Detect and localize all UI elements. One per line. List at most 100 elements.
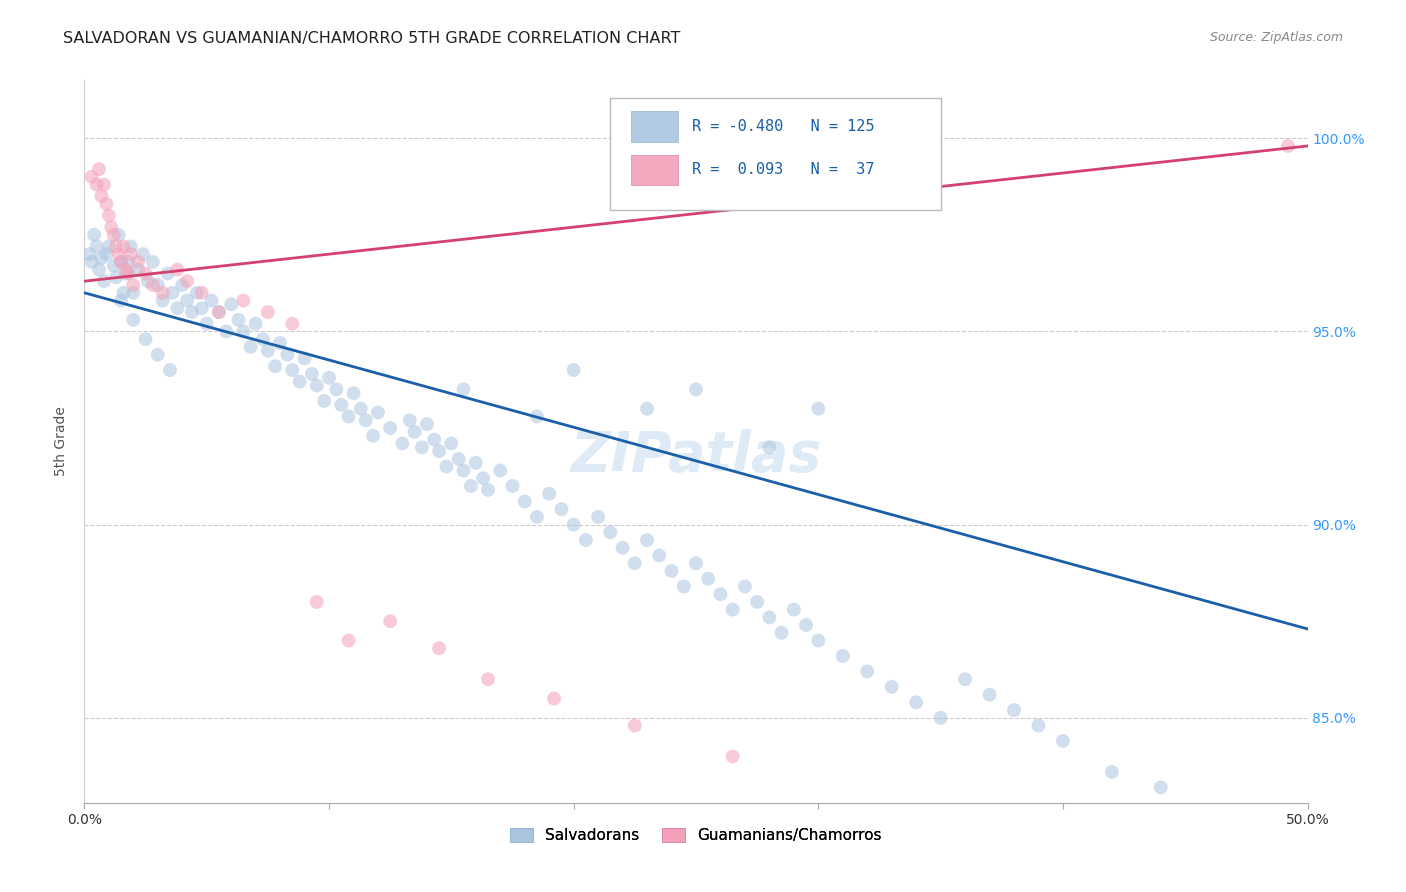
Point	[440, 436, 463, 450]
Point	[562, 363, 585, 377]
Point	[342, 386, 364, 401]
Point	[219, 297, 242, 311]
FancyBboxPatch shape	[610, 98, 941, 211]
Point	[550, 502, 572, 516]
Point	[87, 162, 110, 177]
Point	[122, 278, 145, 293]
Point	[127, 262, 149, 277]
Point	[697, 572, 720, 586]
Point	[115, 262, 138, 277]
Text: ZIPatlas: ZIPatlas	[571, 429, 821, 483]
Point	[709, 587, 731, 601]
Point	[288, 375, 311, 389]
Point	[318, 371, 340, 385]
Point	[502, 479, 524, 493]
Point	[423, 433, 446, 447]
Point	[107, 227, 129, 242]
Point	[103, 227, 125, 242]
Point	[264, 359, 287, 374]
Point	[100, 220, 122, 235]
Text: R =  0.093   N =  37: R = 0.093 N = 37	[692, 162, 875, 178]
Point	[191, 301, 214, 316]
Point	[96, 197, 118, 211]
Point	[354, 413, 377, 427]
Point	[648, 549, 671, 563]
Point	[953, 672, 976, 686]
Point	[380, 614, 402, 628]
Point	[1277, 139, 1299, 153]
Point	[93, 274, 115, 288]
Point	[135, 332, 157, 346]
Point	[325, 383, 347, 397]
Point	[599, 525, 621, 540]
Point	[427, 444, 450, 458]
Point	[562, 517, 585, 532]
Point	[239, 340, 262, 354]
Point	[110, 293, 132, 308]
Point	[97, 209, 120, 223]
Point	[252, 332, 274, 346]
Point	[477, 483, 499, 497]
Point	[110, 255, 132, 269]
Point	[159, 363, 181, 377]
Point	[807, 401, 830, 416]
Point	[142, 278, 165, 293]
Point	[86, 178, 108, 192]
Point	[543, 691, 565, 706]
Point	[436, 459, 458, 474]
Point	[215, 325, 238, 339]
Point	[831, 648, 853, 663]
Point	[162, 285, 184, 300]
Point	[135, 267, 157, 281]
Point	[195, 317, 218, 331]
Point	[391, 436, 413, 450]
Point	[721, 602, 744, 616]
Point	[172, 278, 194, 293]
Point	[526, 509, 548, 524]
Point	[398, 413, 420, 427]
Point	[305, 595, 328, 609]
Point	[472, 471, 495, 485]
Point	[191, 285, 214, 300]
Point	[87, 262, 110, 277]
Point	[685, 383, 707, 397]
Point	[721, 749, 744, 764]
Point	[80, 169, 103, 184]
Point	[142, 255, 165, 269]
Point	[146, 278, 169, 293]
Point	[152, 293, 174, 308]
Point	[380, 421, 402, 435]
Point	[734, 579, 756, 593]
Text: SALVADORAN VS GUAMANIAN/CHAMORRO 5TH GRADE CORRELATION CHART: SALVADORAN VS GUAMANIAN/CHAMORRO 5TH GRA…	[63, 31, 681, 46]
Point	[1052, 734, 1074, 748]
Point	[404, 425, 426, 439]
Point	[122, 285, 145, 300]
Point	[337, 409, 360, 424]
Point	[538, 486, 561, 500]
Point	[979, 688, 1001, 702]
Point	[747, 595, 769, 609]
Point	[337, 633, 360, 648]
Point	[132, 247, 155, 261]
Point	[305, 378, 328, 392]
Point	[112, 285, 135, 300]
Point	[612, 541, 634, 555]
Point	[453, 383, 475, 397]
Point	[1150, 780, 1173, 795]
Point	[96, 247, 118, 261]
Point	[624, 556, 647, 570]
Point	[257, 305, 280, 319]
Point	[367, 406, 389, 420]
Point	[314, 394, 336, 409]
Point	[117, 255, 139, 269]
Point	[807, 633, 830, 648]
Point	[107, 247, 129, 261]
Point	[526, 409, 548, 424]
Point	[1028, 718, 1050, 732]
Point	[208, 305, 231, 319]
Point	[460, 479, 482, 493]
Point	[783, 602, 806, 616]
Text: Source: ZipAtlas.com: Source: ZipAtlas.com	[1209, 31, 1343, 45]
FancyBboxPatch shape	[631, 112, 678, 142]
Point	[1002, 703, 1025, 717]
